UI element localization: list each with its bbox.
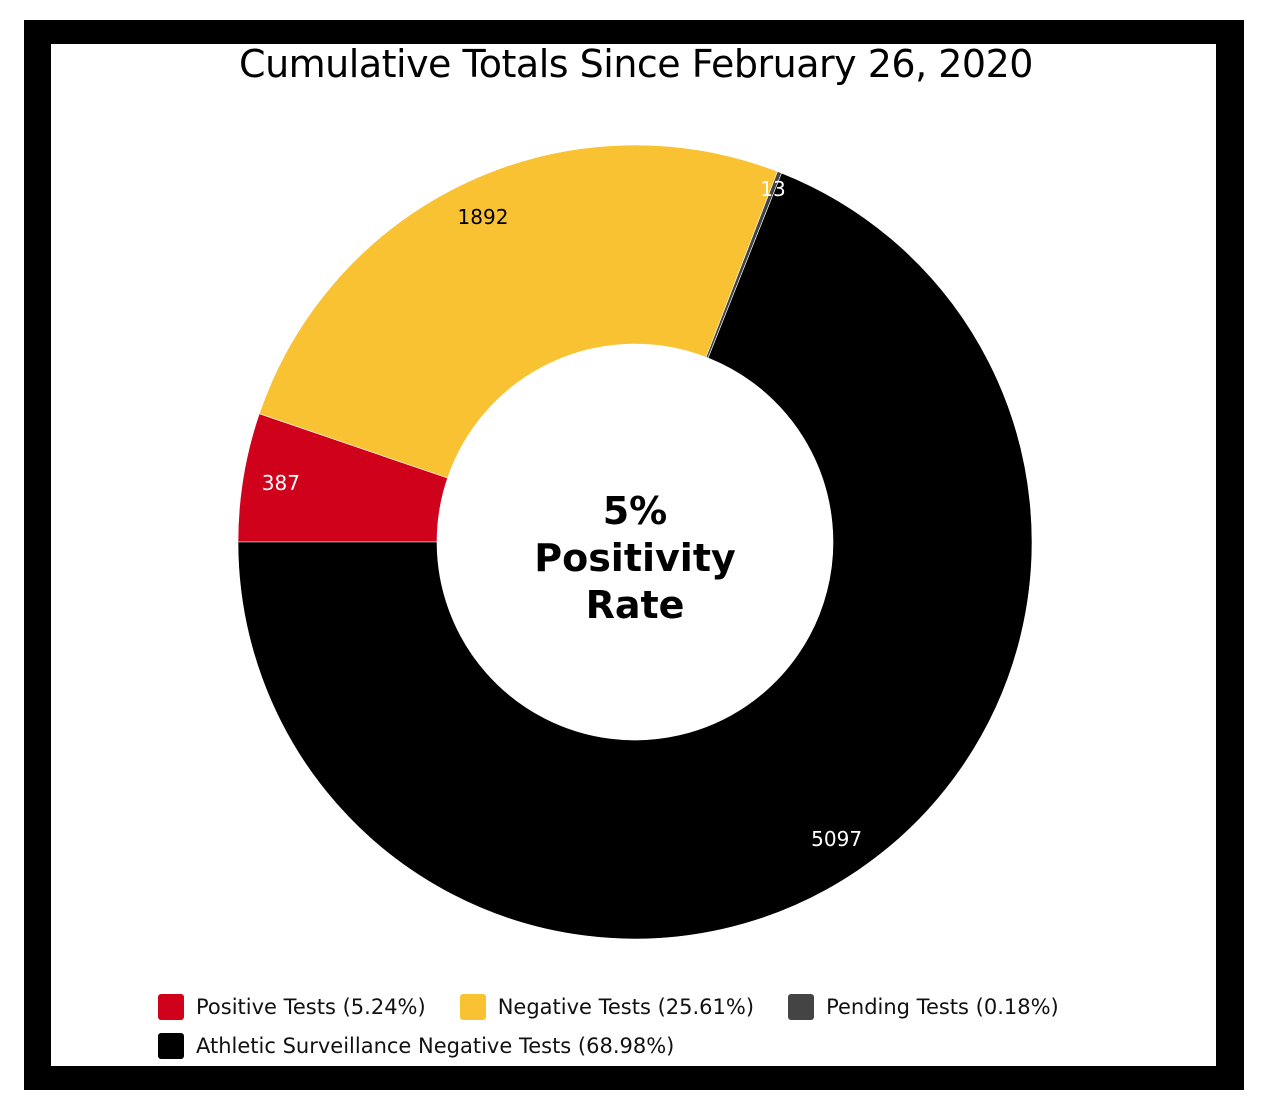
data-labels-group: 387 1892 13 5097 [262, 177, 862, 851]
legend-label-positive: Positive Tests (5.24%) [196, 995, 426, 1019]
data-label-pending: 13 [760, 177, 785, 201]
legend-swatch-negative [459, 994, 486, 1020]
chart-title: Cumulative Totals Since February 26, 202… [239, 42, 1033, 86]
data-label-athletic: 5097 [811, 827, 862, 851]
legend-row-2: Athletic Surveillance Negative Tests (68… [158, 1031, 1158, 1061]
legend-swatch-positive [158, 994, 184, 1020]
slice-athletic[interactable] [237, 172, 1033, 940]
legend-item-positive[interactable]: Positive Tests (5.24%) [158, 994, 426, 1020]
data-label-positive: 387 [262, 471, 300, 495]
center-text-line-1: 5% [603, 489, 668, 533]
legend-label-athletic: Athletic Surveillance Negative Tests (68… [196, 1034, 675, 1058]
center-text-line-2: Positivity [534, 536, 736, 580]
legend-swatch-pending [788, 994, 815, 1020]
slices-group [237, 144, 1033, 940]
legend-item-athletic[interactable]: Athletic Surveillance Negative Tests (68… [158, 1033, 674, 1059]
data-label-negative: 1892 [458, 205, 509, 229]
legend-row-1: Positive Tests (5.24%) Negative Tests (2… [158, 992, 1158, 1022]
legend-swatch-athletic [158, 1033, 184, 1059]
legend-item-negative[interactable]: Negative Tests (25.61%) [459, 994, 755, 1020]
legend-label-pending: Pending Tests (0.18%) [826, 995, 1059, 1019]
legend: Positive Tests (5.24%) Negative Tests (2… [158, 992, 1158, 1070]
legend-label-negative: Negative Tests (25.61%) [497, 995, 755, 1019]
legend-item-pending[interactable]: Pending Tests (0.18%) [788, 994, 1059, 1020]
slice-negative[interactable] [258, 144, 778, 479]
center-text-line-3: Rate [586, 583, 685, 627]
